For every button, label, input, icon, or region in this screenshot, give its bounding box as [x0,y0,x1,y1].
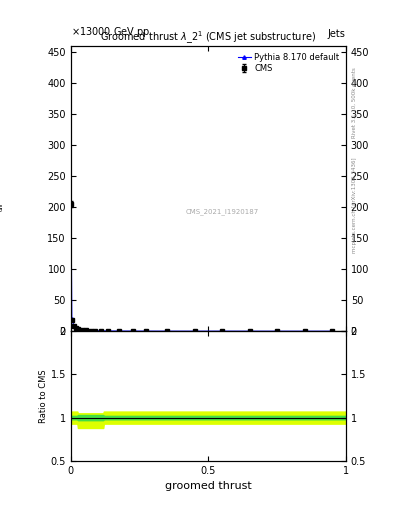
Pythia 8.170 default [84,327,88,333]
Pythia 8.170 default [275,328,279,334]
Text: $\times$13000 GeV pp: $\times$13000 GeV pp [71,25,150,39]
Pythia 8.170 default [220,328,224,334]
Pythia 8.170 default [144,328,149,334]
Text: Rivet 3.1.10, 500k events: Rivet 3.1.10, 500k events [352,67,357,138]
Pythia 8.170 default [116,328,121,334]
Pythia 8.170 default [79,327,84,333]
Pythia 8.170 default [247,328,252,334]
Text: mcplots.cern.ch [arXiv:1306.3436]: mcplots.cern.ch [arXiv:1306.3436] [352,157,357,252]
Pythia 8.170 default [76,326,81,332]
Pythia 8.170 default [105,328,110,334]
Text: Jets: Jets [328,29,346,39]
Pythia 8.170 default [88,328,93,334]
Y-axis label: $\frac{1}{\mathrm{d}N}$ / $\mathrm{d}p_\mathrm{T}$ $\mathrm{d}\lambda$: $\frac{1}{\mathrm{d}N}$ / $\mathrm{d}p_\… [0,166,6,211]
Pythia 8.170 default [93,328,98,334]
Pythia 8.170 default [130,328,135,334]
Pythia 8.170 default [302,328,307,334]
Y-axis label: Ratio to CMS: Ratio to CMS [39,369,48,423]
Pythia 8.170 default [74,325,79,331]
Pythia 8.170 default [99,328,103,334]
Pythia 8.170 default [330,328,334,334]
Pythia 8.170 default [69,200,73,206]
Pythia 8.170 default [192,328,197,334]
Pythia 8.170 default [70,316,74,323]
Legend: Pythia 8.170 default, CMS: Pythia 8.170 default, CMS [236,50,342,76]
Text: CMS_2021_I1920187: CMS_2021_I1920187 [185,208,259,215]
Pythia 8.170 default [165,328,169,334]
Line: Pythia 8.170 default: Pythia 8.170 default [69,201,334,333]
Title: Groomed thrust $\lambda\_2^1$ (CMS jet substructure): Groomed thrust $\lambda\_2^1$ (CMS jet s… [100,30,316,46]
X-axis label: groomed thrust: groomed thrust [165,481,252,491]
Pythia 8.170 default [72,323,76,329]
